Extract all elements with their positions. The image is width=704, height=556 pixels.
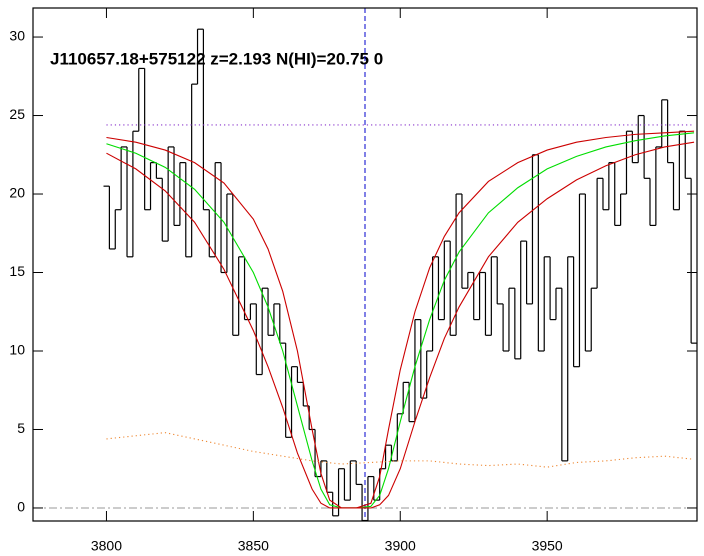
plot-frame	[32, 7, 698, 522]
model-line	[106, 130, 695, 509]
y-tick-label: 10	[9, 342, 25, 358]
y-tick-label: 15	[9, 263, 25, 279]
y-tick-label: 30	[9, 28, 25, 44]
y-tick-label: 0	[17, 499, 25, 515]
x-tick-label: 3950	[532, 538, 563, 554]
y-tick-label: 20	[9, 185, 25, 201]
y-tick-label: 25	[9, 106, 25, 122]
x-tick-label: 3800	[91, 538, 122, 554]
chart-title: J110657.18+575122 z=2.193 N(HI)=20.75 0	[50, 49, 383, 68]
model-line	[106, 141, 695, 509]
y-tick-label: 5	[17, 420, 25, 436]
model-line	[106, 132, 695, 509]
x-tick-label: 3850	[238, 538, 269, 554]
x-tick-label: 3900	[385, 538, 416, 554]
